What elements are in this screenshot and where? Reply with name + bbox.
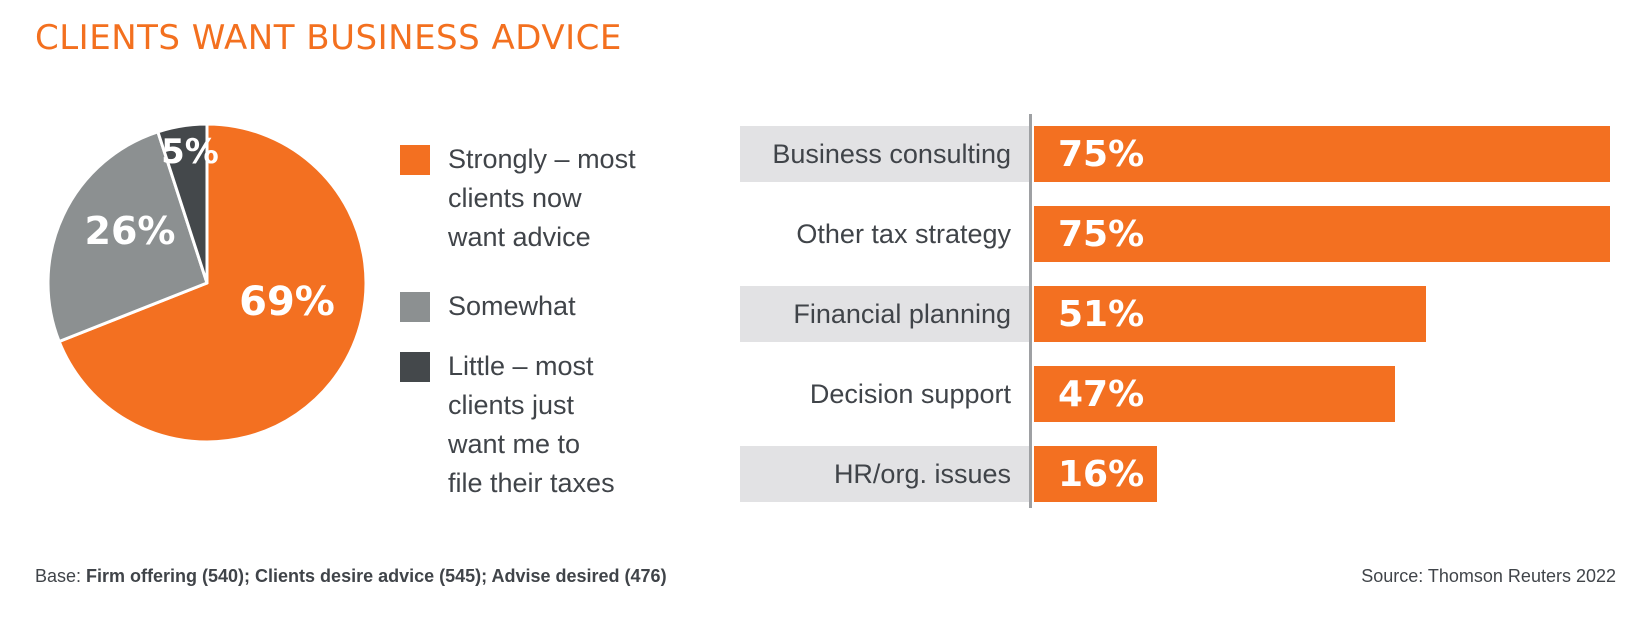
bar-row: Business consulting 75% (740, 126, 1652, 182)
legend-label: Somewhat (448, 291, 576, 321)
bar: 75% (1034, 126, 1610, 182)
legend-label: Little – most clients just want me to file … (448, 351, 615, 498)
legend-swatch-icon (400, 145, 430, 175)
bar-row: Decision support 47% (740, 366, 1652, 422)
legend-item-little: Little – most clients just want me to file … (400, 347, 615, 503)
bar-value-label: 75% (1058, 134, 1145, 175)
legend-item-strongly: Strongly – most clients now want advice (400, 140, 636, 257)
legend-swatch-icon (400, 292, 430, 322)
bar: 47% (1034, 366, 1395, 422)
legend-label: Strongly – most clients now want advice (448, 144, 636, 252)
bar-category-label: HR/org. issues (740, 446, 1029, 502)
bar-row: Financial planning 51% (740, 286, 1652, 342)
bar-value-label: 51% (1058, 294, 1145, 335)
bar-category-label: Decision support (809, 379, 1011, 409)
chart-title: CLIENTS WANT BUSINESS ADVICE (35, 18, 622, 58)
base-note-text: Firm offering (540); Clients desire advi… (86, 566, 667, 586)
pie-legend: Strongly – most clients now want advice Som… (400, 140, 660, 520)
bar-axis-line (1029, 114, 1032, 508)
bar: 16% (1034, 446, 1157, 502)
bar-category-label: Financial planning (740, 286, 1029, 342)
bar-chart: Business consulting 75% Other tax strategy… (740, 126, 1652, 526)
pie-slice-little (156, 122, 209, 285)
bar-value-label: 47% (1058, 374, 1145, 415)
bar-row: Other tax strategy 75% (740, 206, 1652, 262)
bar-row: HR/org. issues 16% (740, 446, 1652, 502)
bar-value-label: 16% (1058, 454, 1145, 495)
bar-category-label: Other tax strategy (796, 219, 1011, 249)
pie-slice-somewhat (46, 130, 209, 344)
pie-slice-strongly (57, 122, 368, 444)
pie-svg (46, 122, 368, 444)
pie-chart: 69% 26% 5% (46, 122, 368, 444)
legend-swatch-icon (400, 352, 430, 382)
legend-item-somewhat: Somewhat (400, 287, 576, 326)
source-note: Source: Thomson Reuters 2022 (1361, 566, 1616, 586)
bar-category-label: Business consulting (740, 126, 1029, 182)
pie-value-label-somewhat: 26% (84, 209, 176, 253)
pie-value-label-strongly: 69% (239, 279, 335, 325)
pie-value-label-little: 5% (161, 132, 219, 172)
base-note-prefix: Base: (35, 566, 87, 586)
bar: 51% (1034, 286, 1426, 342)
bar-value-label: 75% (1058, 214, 1145, 255)
base-note: Base: Firm offering (540); Clients desir… (35, 566, 667, 587)
bar: 75% (1034, 206, 1610, 262)
